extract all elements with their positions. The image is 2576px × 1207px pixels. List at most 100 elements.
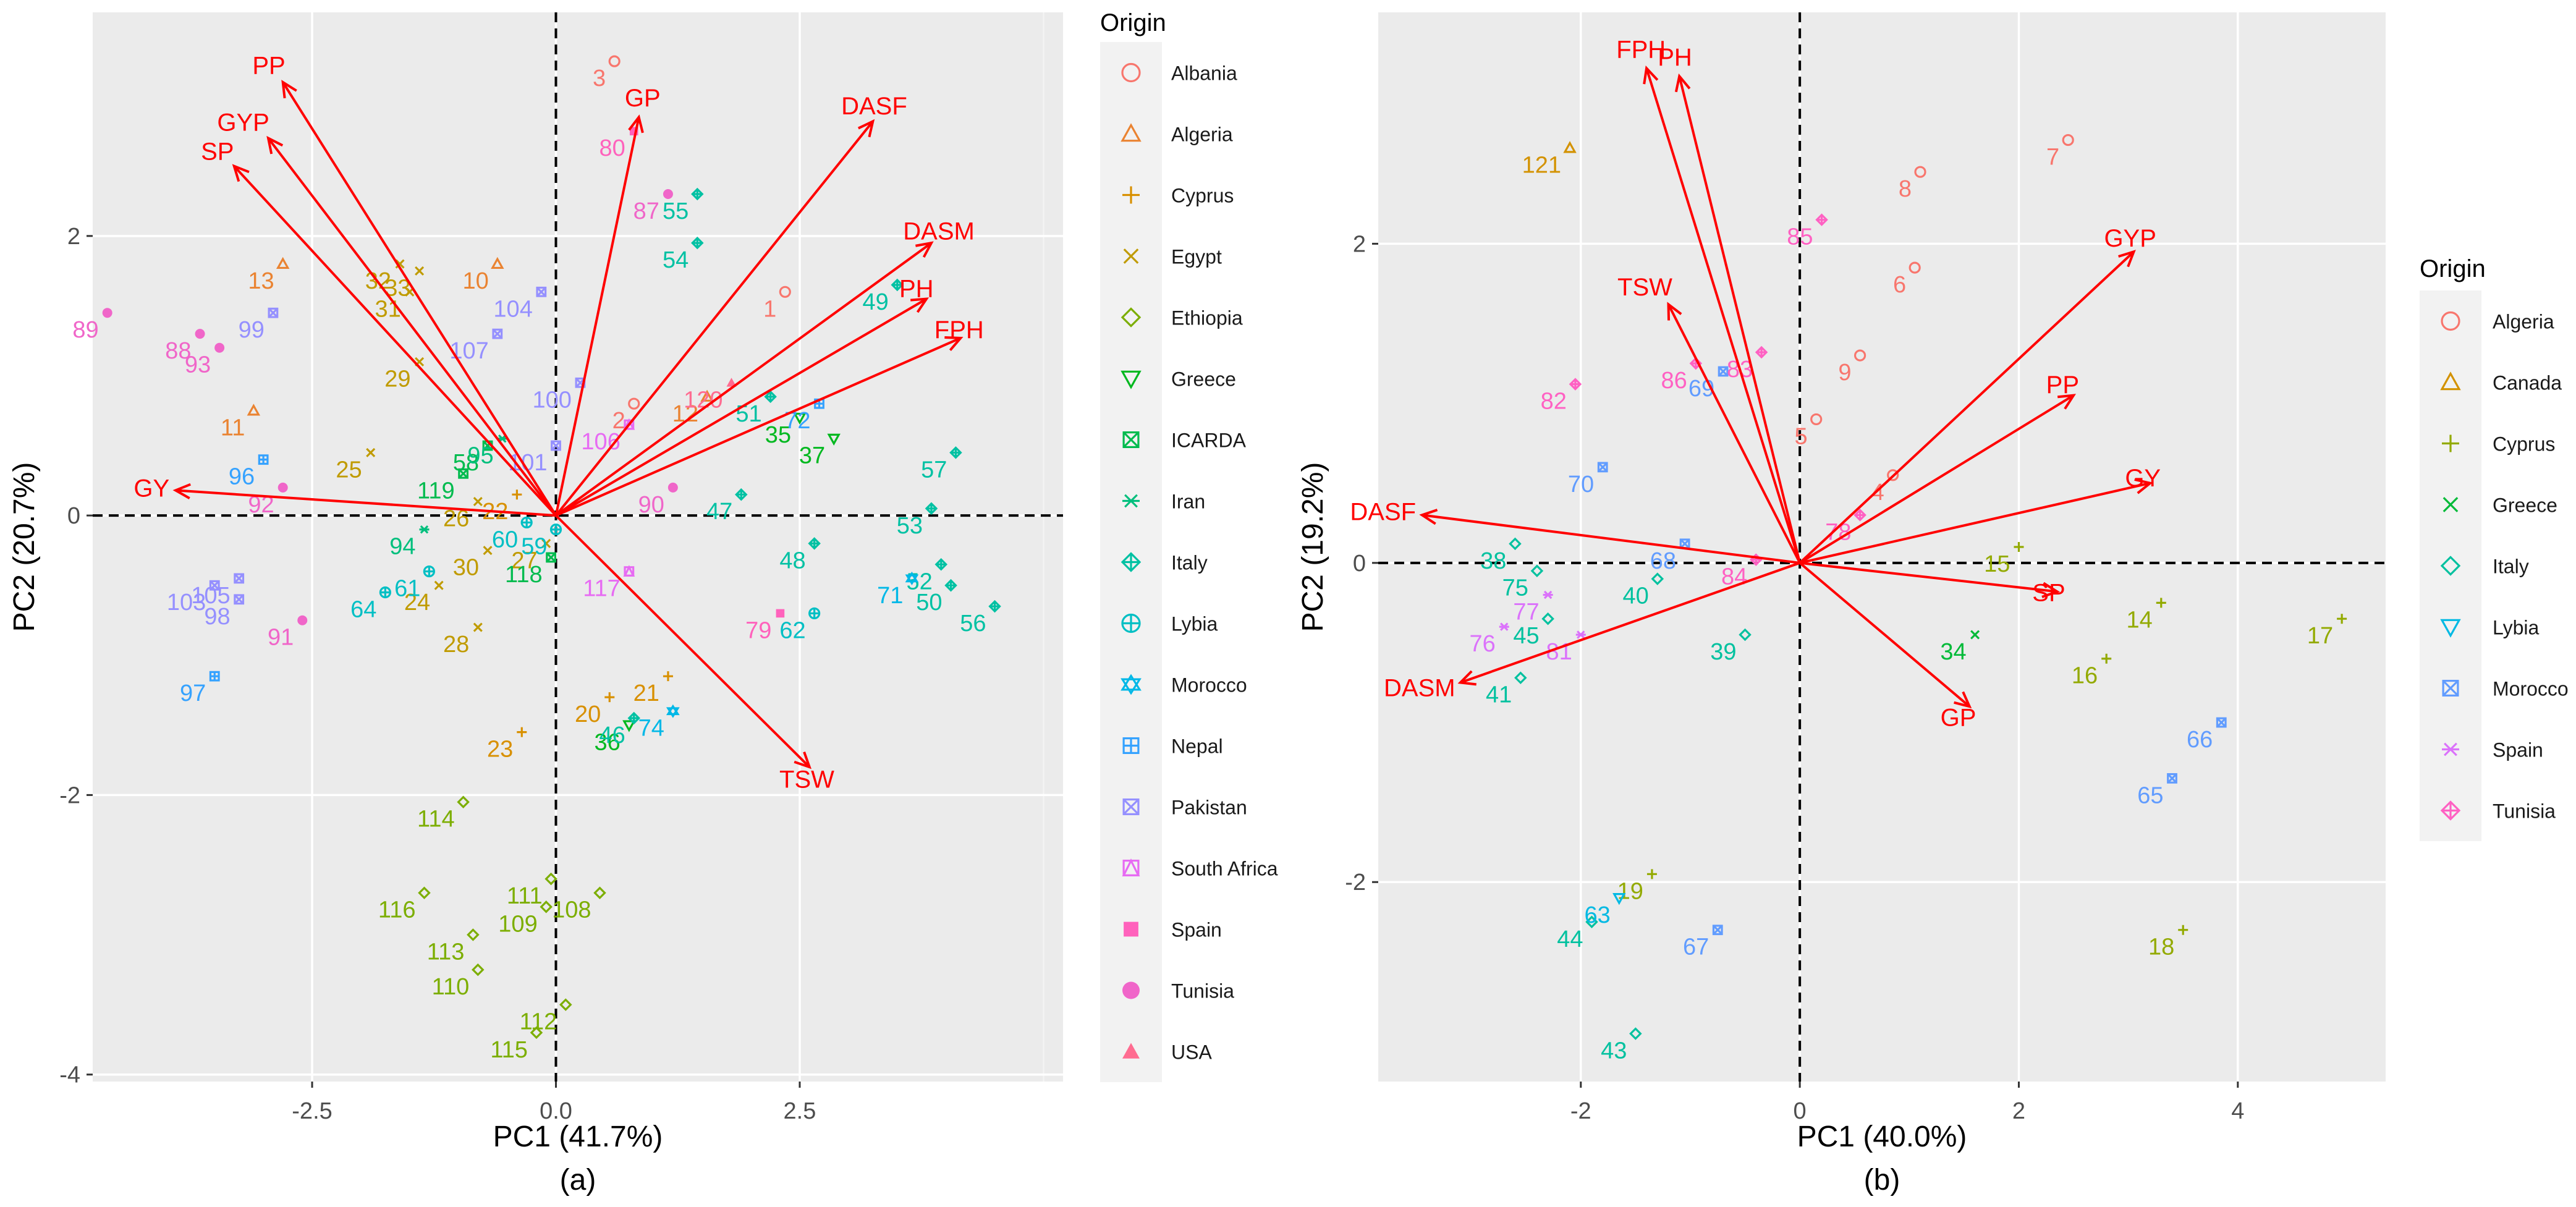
data-point: [395, 259, 405, 269]
data-point: [776, 609, 785, 618]
legend-key-glyph: [2440, 556, 2461, 576]
data-point: [667, 482, 678, 493]
legend-label: Spain: [2493, 739, 2543, 761]
point-label: 16: [2072, 663, 2098, 689]
point-label: 62: [779, 617, 805, 643]
x-tick-label: 0.0: [540, 1098, 572, 1124]
legend-key-glyph: [1122, 494, 1140, 508]
legend-label: Tunisia: [2493, 800, 2556, 823]
data-point: [415, 266, 425, 276]
loading-vector: [1645, 67, 1802, 564]
data-point: [559, 998, 572, 1011]
loading-vector: [1799, 250, 2135, 564]
data-point: [1739, 628, 1752, 642]
point-label: 87: [633, 198, 659, 224]
data-point: [1597, 462, 1608, 473]
vector-label: DASM: [903, 218, 975, 245]
x-tick-label: -2: [1570, 1098, 1591, 1124]
loading-vector: [1678, 75, 1802, 564]
legend-label: Iran: [1171, 491, 1205, 513]
point-label: 46: [599, 722, 625, 748]
data-point: [379, 586, 391, 599]
point-label: 27: [511, 548, 537, 574]
point-label: 7: [2046, 145, 2059, 171]
point-label: 72: [784, 408, 810, 434]
x-tick-label: 2.5: [784, 1098, 816, 1124]
point-label: 57: [921, 457, 947, 483]
data-point: [276, 256, 290, 269]
point-label: 115: [490, 1037, 528, 1063]
vector-label: PH: [899, 275, 934, 302]
loading-vector: [1667, 303, 1801, 564]
point-label: 80: [599, 135, 625, 161]
legend-key-glyph: [1123, 248, 1139, 264]
x-tick-label: 2: [2012, 1098, 2025, 1124]
point-label: 9: [1838, 360, 1851, 386]
x-axis-title: PC1 (41.7%): [493, 1120, 663, 1153]
loading-vector: [554, 117, 640, 516]
data-point: [541, 538, 551, 548]
vector-label: PP: [2046, 371, 2079, 399]
point-label: 29: [384, 366, 410, 392]
vector-label: GY: [133, 475, 169, 502]
data-point: [258, 454, 269, 465]
vector-arrowhead: [1643, 65, 1659, 85]
data-point: [234, 594, 245, 605]
legend-key-glyph: [2440, 371, 2461, 391]
data-point: [891, 278, 904, 292]
x-tick-label: 4: [2231, 1098, 2244, 1124]
point-label: 38: [1480, 548, 1506, 574]
data-point: [247, 404, 261, 416]
legend-key-glyph: [1122, 798, 1140, 815]
point-label: 44: [1557, 926, 1583, 952]
point-label: 97: [180, 680, 206, 706]
data-point: [793, 412, 807, 425]
point-label: 13: [248, 268, 274, 294]
legend-label: Canada: [2493, 372, 2562, 394]
data-point: [2167, 773, 2177, 784]
legend-label: ICARDA: [1171, 430, 1247, 452]
y-tick-label: -4: [59, 1062, 80, 1088]
legend-label: Algeria: [1171, 124, 1233, 146]
point-label: 77: [1513, 599, 1539, 625]
data-point: [627, 711, 640, 725]
legend-label: Italy: [1171, 552, 1208, 574]
point-label: 4: [1871, 480, 1884, 506]
legend-label: Spain: [1171, 919, 1222, 941]
point-label: 68: [1650, 548, 1676, 574]
y-axis-title: PC2 (19.2%): [1297, 462, 1329, 632]
legend-key-glyph: [2440, 619, 2461, 638]
legend-label: Lybia: [2493, 617, 2540, 639]
data-point: [1585, 915, 1598, 929]
data-point: [1854, 509, 1866, 522]
data-point: [209, 671, 220, 682]
data-point: [925, 502, 938, 515]
legend-key-glyph: [1122, 186, 1140, 204]
legend-title: Origin: [1100, 9, 1166, 36]
vector-label: DASF: [1350, 499, 1416, 526]
data-point: [1970, 630, 1980, 640]
plot-background: [1378, 12, 2386, 1082]
data-point: [457, 795, 470, 808]
data-point: [808, 607, 821, 620]
data-point: [2062, 133, 2074, 146]
point-label: 14: [2127, 607, 2153, 633]
legend-label: Algeria: [2493, 311, 2554, 333]
point-label: 11: [221, 415, 245, 441]
vector-label: TSW: [779, 766, 834, 793]
data-point: [1810, 413, 1823, 426]
legend-label: Egypt: [1171, 246, 1222, 268]
legend-key-glyph: [1122, 858, 1140, 876]
point-label: 45: [1513, 623, 1539, 649]
loading-vector: [555, 297, 928, 517]
data-point: [492, 328, 503, 339]
y-axis-title: PC2 (20.7%): [8, 462, 41, 632]
point-label: 71: [877, 583, 903, 609]
legend-key-glyph: [1121, 552, 1142, 572]
point-label: 94: [389, 534, 415, 560]
data-point: [691, 187, 704, 201]
data-point: [726, 378, 737, 387]
point-label: 95: [467, 443, 493, 469]
data-point: [473, 496, 483, 507]
